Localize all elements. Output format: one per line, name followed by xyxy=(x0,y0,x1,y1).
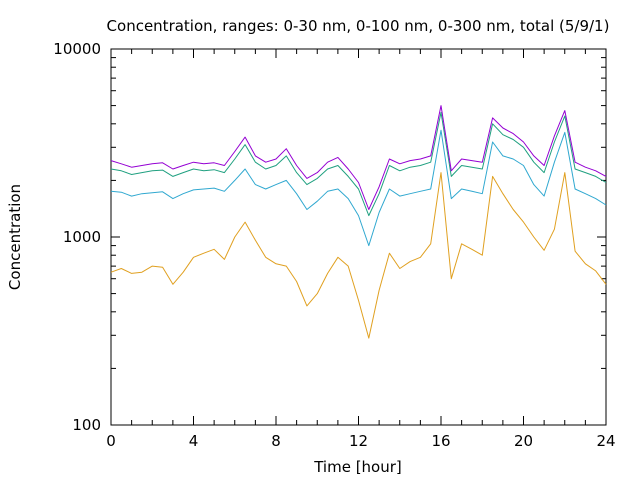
x-tick-label: 16 xyxy=(431,432,450,450)
series-layer xyxy=(110,105,607,339)
y-tick-label: 100 xyxy=(72,416,101,434)
x-tick-label: 24 xyxy=(596,432,615,450)
series-line-3 xyxy=(110,111,607,217)
y-tick-label: 10000 xyxy=(53,40,101,58)
x-tick-label: 4 xyxy=(189,432,199,450)
series-line-2 xyxy=(110,129,607,247)
series-line-4 xyxy=(110,105,607,210)
chart-title: Concentration, ranges: 0-30 nm, 0-100 nm… xyxy=(107,17,610,35)
x-tick-label: 8 xyxy=(271,432,281,450)
y-axis-label: Concentration xyxy=(6,184,24,290)
x-tick-label: 0 xyxy=(106,432,116,450)
x-axis-label: Time [hour] xyxy=(313,458,402,476)
axis-ticks: 0 4 8 12 16 20 24 100 1000 10000 xyxy=(53,40,615,450)
x-tick-label: 12 xyxy=(349,432,368,450)
x-tick-label: 20 xyxy=(514,432,533,450)
series-line-1 xyxy=(110,172,607,339)
y-tick-label: 1000 xyxy=(63,228,101,246)
plot-frame xyxy=(110,48,607,426)
